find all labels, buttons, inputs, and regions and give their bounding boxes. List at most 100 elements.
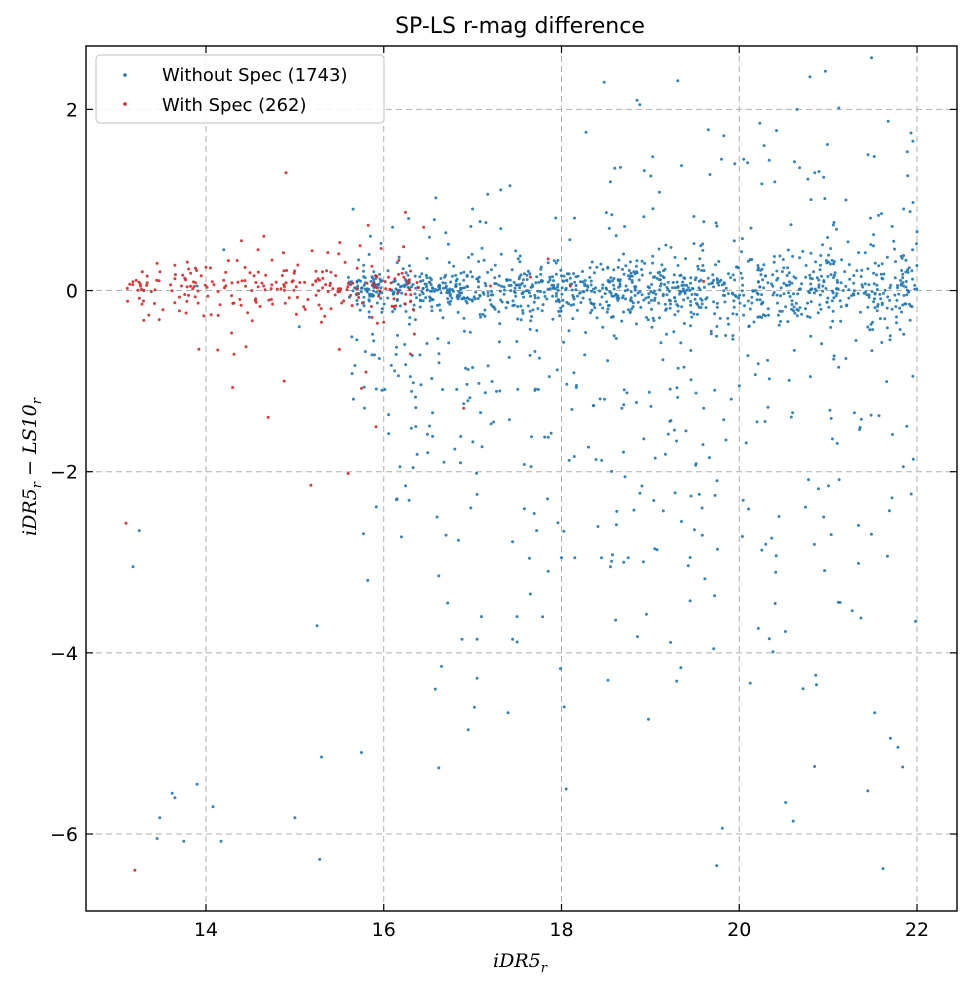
data-point [555, 291, 558, 295]
data-point [560, 292, 564, 296]
data-point [653, 299, 656, 302]
data-point [403, 302, 407, 306]
data-point [209, 313, 213, 317]
data-point [673, 296, 677, 300]
data-point [543, 435, 547, 439]
data-point [809, 198, 813, 202]
data-point [847, 288, 851, 292]
data-point [250, 319, 254, 323]
data-point [665, 293, 669, 297]
data-point [595, 316, 599, 320]
data-point [672, 330, 676, 334]
data-point [612, 287, 616, 291]
data-point [710, 281, 714, 285]
data-point [701, 264, 705, 267]
data-point [628, 260, 632, 264]
data-point [554, 272, 558, 276]
data-point [547, 375, 551, 379]
data-point [216, 348, 220, 352]
data-point [532, 512, 536, 515]
data-point [627, 269, 631, 272]
data-point [747, 324, 751, 328]
data-point [821, 289, 825, 293]
data-point [901, 765, 905, 769]
data-point [346, 282, 350, 285]
data-point [838, 299, 842, 303]
data-point [370, 353, 374, 357]
data-point [814, 260, 818, 264]
data-point [455, 387, 459, 391]
data-point [404, 278, 407, 282]
data-point [279, 287, 283, 291]
data-point [667, 298, 671, 302]
data-point [521, 278, 525, 282]
data-point [519, 318, 523, 322]
data-point [637, 278, 641, 282]
data-point [404, 210, 407, 214]
data-point [475, 676, 479, 680]
data-point [766, 358, 770, 362]
data-point [546, 497, 549, 501]
data-point [741, 498, 745, 502]
data-point [872, 155, 876, 158]
data-point [522, 272, 526, 276]
data-point [830, 289, 834, 293]
data-point [224, 270, 228, 274]
data-point [810, 287, 813, 291]
data-point [841, 289, 845, 292]
data-point [271, 302, 275, 306]
data-point [676, 286, 680, 289]
data-point [880, 276, 884, 280]
data-point [733, 294, 737, 297]
data-point [673, 491, 677, 495]
data-point [682, 365, 686, 369]
data-point [868, 328, 872, 332]
data-point [393, 307, 397, 311]
data-point [791, 411, 795, 415]
data-point [688, 599, 692, 603]
data-point [579, 301, 583, 304]
data-point [913, 283, 917, 287]
data-point [369, 279, 373, 283]
data-point [400, 535, 403, 539]
data-point [414, 425, 418, 429]
data-point [418, 293, 422, 297]
data-point [598, 397, 602, 401]
data-point [673, 255, 677, 259]
data-point [865, 293, 869, 297]
data-point [371, 282, 375, 286]
data-point [529, 285, 533, 289]
data-point [375, 275, 379, 279]
data-point [589, 311, 592, 315]
data-point [668, 419, 672, 423]
data-point [720, 826, 724, 830]
data-point [642, 437, 646, 441]
data-point [763, 314, 767, 318]
data-point [798, 256, 802, 260]
data-point [712, 300, 716, 304]
data-point [400, 291, 404, 295]
data-point [680, 305, 684, 309]
data-point [394, 304, 398, 308]
data-point [909, 492, 913, 496]
data-point [895, 315, 898, 319]
data-point [819, 307, 823, 311]
data-point [497, 283, 501, 287]
data-point [427, 235, 431, 239]
data-point [522, 290, 526, 294]
data-point [607, 303, 611, 307]
data-point [832, 260, 836, 264]
data-point [907, 266, 911, 270]
data-point [562, 340, 566, 344]
data-point [808, 375, 812, 379]
data-point [901, 465, 905, 469]
data-point [425, 432, 429, 436]
data-point [902, 284, 906, 288]
data-point [809, 300, 813, 304]
data-point [374, 505, 378, 509]
data-point [484, 221, 488, 225]
data-point [244, 284, 247, 288]
data-point [358, 308, 362, 312]
data-point [516, 387, 520, 391]
data-point [708, 173, 712, 176]
